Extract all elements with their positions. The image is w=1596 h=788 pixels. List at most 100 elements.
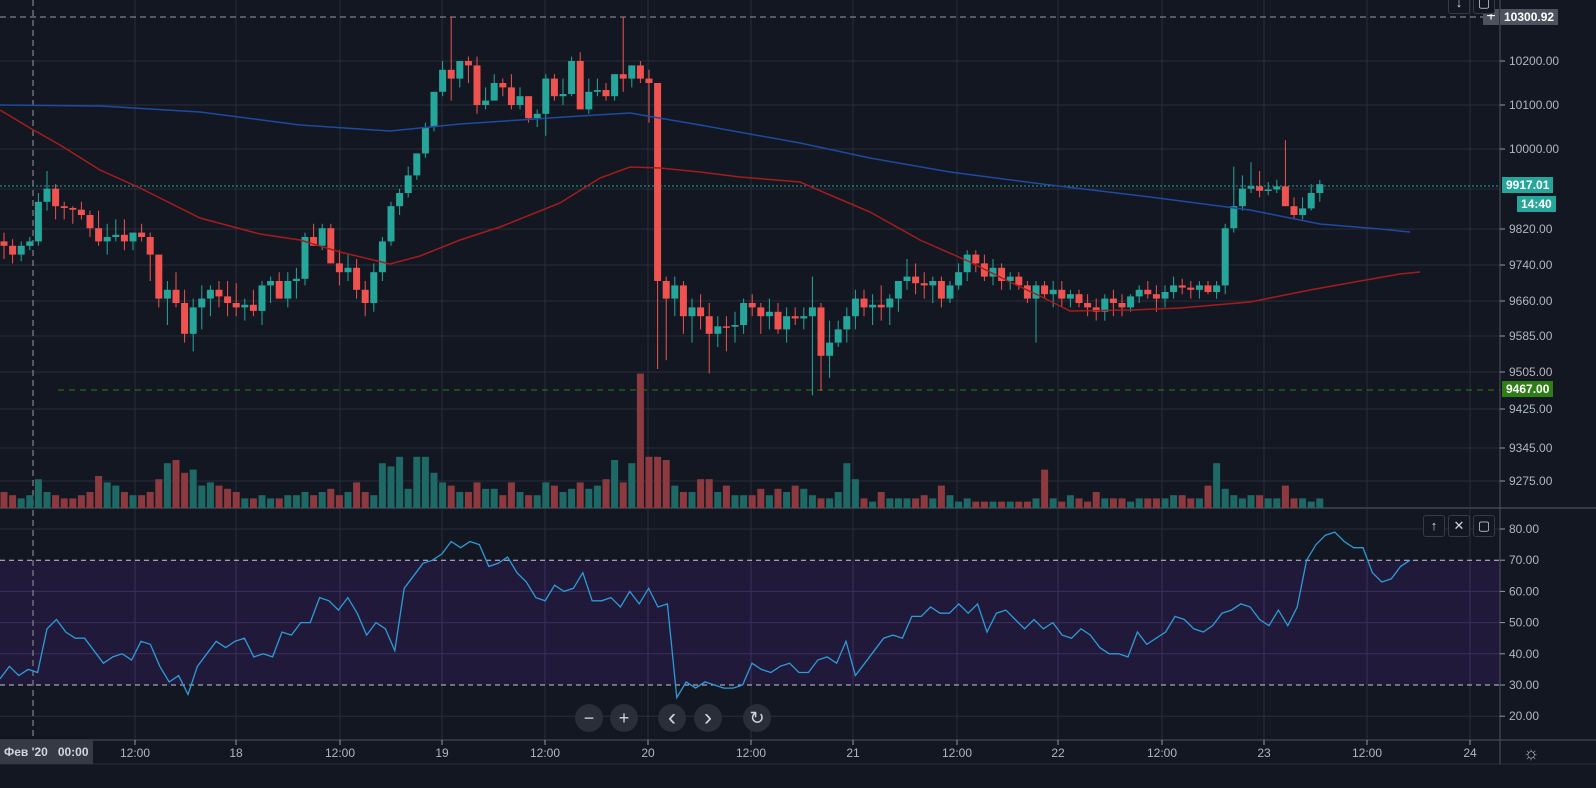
volume-bar [43,492,51,508]
candle-body [937,281,945,299]
candle-body [232,303,240,308]
candle-body [1238,188,1246,207]
volume-bar [533,495,541,508]
volume-bar [834,492,842,508]
scroll-left-button[interactable]: ‹ [658,704,686,732]
volume-bar [224,488,232,508]
volume-bar [1058,501,1066,508]
volume-bar [920,495,928,508]
zoom-out-button[interactable]: − [575,704,603,732]
volume-bar [301,492,309,508]
volume-bar [310,495,318,508]
candle-body [292,278,300,281]
close-pane-button[interactable]: ✕ [1448,515,1470,537]
candle-body [877,304,885,308]
move-pane-up-button[interactable]: ↑ [1423,515,1445,537]
volume-bar [1195,498,1203,508]
volume-bar [937,485,945,508]
rsi-line [0,531,1411,700]
candle-body [430,91,438,127]
volume-bar [52,495,60,508]
maximize-pane-button[interactable]: ▢ [1473,0,1495,14]
candle-body [507,87,515,105]
volume-bar [559,492,567,508]
candle-body [1178,285,1186,288]
candle-body [1256,186,1264,191]
horizontal-line-value: 9467.00 [1506,382,1550,396]
candle-body [172,289,180,303]
volume-bar [1075,498,1083,508]
candle-body [1118,303,1126,308]
volume-bar [353,482,361,508]
candle-body [783,316,791,330]
volume-bar [447,485,455,508]
zoom-in-button[interactable]: + [610,704,638,732]
candle-body [568,61,576,94]
volume-bar [1127,501,1135,508]
candle-body [120,234,128,242]
volume-bar [60,498,68,508]
candle-body [869,304,877,308]
candle-body [576,61,584,110]
candle-body [206,289,214,299]
volume-bar [404,488,412,508]
volume-bar [697,479,705,508]
scroll-right-button[interactable]: › [694,704,722,732]
volume-bar [189,469,197,508]
volume-bar [611,460,619,508]
candle-body [181,303,189,334]
candle-body [17,245,25,255]
chevron-left-icon: ‹ [668,704,676,731]
volume-bar [77,495,85,508]
candle-body [525,96,533,119]
candle-body [439,69,447,92]
volume-bar [0,492,8,508]
candle-body [1084,303,1092,308]
candle-body [490,83,498,101]
candle-body [516,96,524,105]
candle-body [1281,186,1289,207]
volume-bar [645,456,653,508]
volume-bar [636,373,644,508]
volume-bar [499,495,507,508]
candle-body [998,267,1006,281]
candle-body [920,283,928,286]
volume-bar [370,495,378,508]
candle-body [189,307,197,334]
candle-body [1058,289,1066,299]
candle-body [791,316,799,319]
arrow-down-icon: ↓ [1455,0,1463,10]
volume-bar [456,492,464,508]
candle-body [654,83,662,281]
reset-chart-button[interactable]: ↻ [743,704,771,732]
candle-body [1290,206,1298,215]
volume-bar [765,495,773,508]
candle-body [774,311,782,330]
maximize-icon: ▢ [1477,518,1491,533]
volume-bar [421,456,429,508]
candle-body [679,285,687,317]
settings-button[interactable]: ☼ [1520,742,1542,764]
volume-bar [1290,498,1298,508]
volume-bar [1238,498,1246,508]
candle-body [929,281,937,286]
candle-body [1316,184,1324,193]
candle-body [886,298,894,308]
candle-body [361,289,369,303]
candle-body [1273,186,1281,190]
candle-body [310,237,318,246]
volume-bar [146,492,154,508]
crosshair-date-value: Фев '20 00:00 [4,745,89,759]
candle-body [473,65,481,105]
horizontal-line-price-tag: 9467.00 [1502,381,1554,397]
candle-body [215,289,223,297]
candle-body [69,207,77,210]
candle-body [258,285,266,311]
scroll-down-button[interactable]: ↓ [1448,0,1470,14]
candle-body [611,74,619,97]
maximize-rsi-pane-button[interactable]: ▢ [1473,515,1495,537]
candle-body [843,316,851,330]
candle-body [499,83,507,88]
